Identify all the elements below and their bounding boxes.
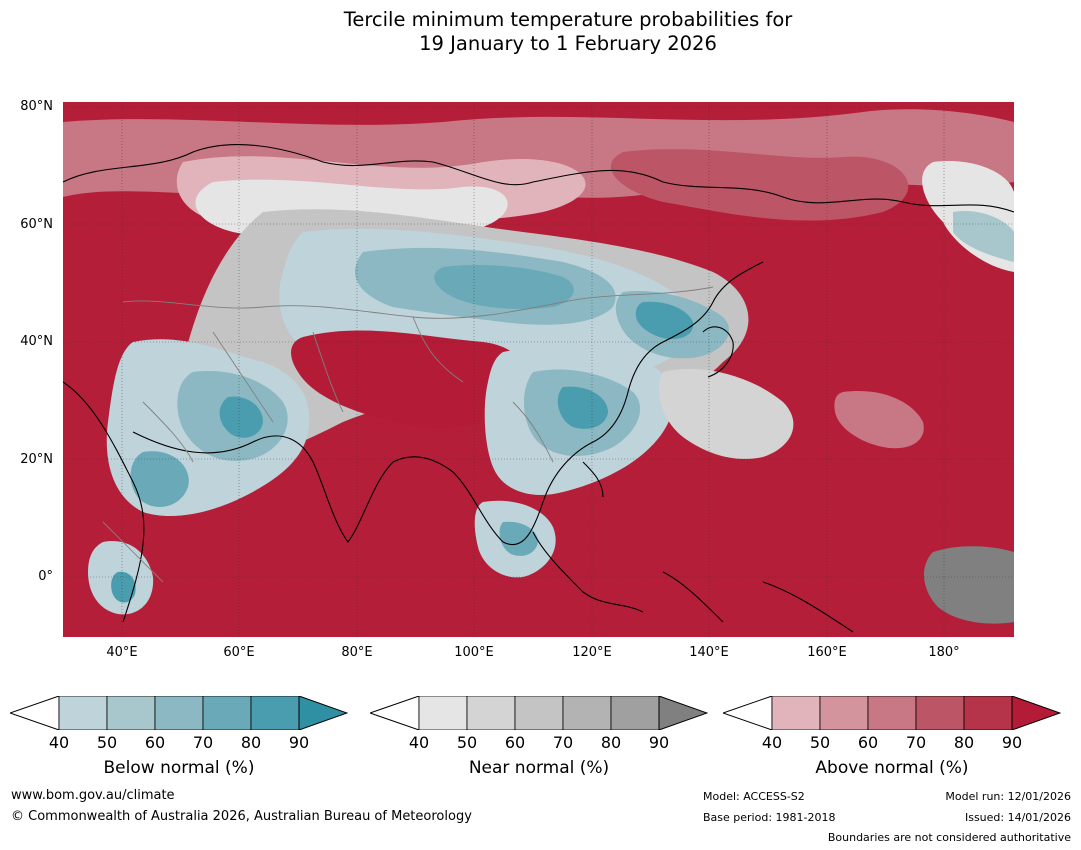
- below-tick-50: 50: [96, 733, 118, 752]
- colorbar-below: [10, 696, 348, 730]
- colorbar-above-title: Above normal (%): [815, 758, 969, 778]
- lon-label-40e: 40°E: [106, 645, 138, 660]
- disclaimer-text: Boundaries are not considered authoritat…: [827, 831, 1071, 844]
- below-tick-40: 40: [48, 733, 70, 752]
- near-tick-60: 60: [504, 733, 526, 752]
- above-tick-90: 90: [1001, 733, 1023, 752]
- near-tick-80: 80: [600, 733, 622, 752]
- lat-label-80n: 80°N: [20, 99, 53, 114]
- lat-label-60n: 60°N: [20, 217, 53, 232]
- above-tick-50: 50: [809, 733, 831, 752]
- lon-label-60e: 60°E: [223, 645, 255, 660]
- near-tick-70: 70: [552, 733, 574, 752]
- title-line-2: 19 January to 1 February 2026: [419, 32, 717, 55]
- below-tick-90: 90: [288, 733, 310, 752]
- map-title: Tercile minimum temperature probabilitie…: [0, 8, 1081, 56]
- base-period-label: Base period: 1981-2018: [703, 811, 836, 824]
- lon-label-80e: 80°E: [341, 645, 373, 660]
- colorbar-near: [370, 696, 708, 730]
- lat-label-20n: 20°N: [20, 452, 53, 467]
- above-tick-60: 60: [857, 733, 879, 752]
- lon-label-160e: 160°E: [807, 645, 847, 660]
- near-tick-90: 90: [648, 733, 670, 752]
- model-run-label: Model run: 12/01/2026: [945, 790, 1071, 803]
- below-tick-80: 80: [240, 733, 262, 752]
- colorbar-below-title: Below normal (%): [103, 758, 255, 778]
- lat-label-0: 0°: [38, 569, 53, 584]
- above-tick-40: 40: [761, 733, 783, 752]
- title-line-1: Tercile minimum temperature probabilitie…: [343, 8, 793, 31]
- copyright-text: © Commonwealth of Australia 2026, Austra…: [11, 809, 472, 824]
- colorbar-near-title: Near normal (%): [468, 758, 610, 778]
- lon-label-140e: 140°E: [689, 645, 729, 660]
- probability-map: [63, 102, 1014, 637]
- lon-label-120e: 120°E: [572, 645, 612, 660]
- lon-label-100e: 100°E: [454, 645, 494, 660]
- below-tick-70: 70: [192, 733, 214, 752]
- near-tick-40: 40: [408, 733, 430, 752]
- lon-label-180: 180°: [928, 645, 960, 660]
- colorbar-above: [723, 696, 1061, 730]
- lat-label-40n: 40°N: [20, 334, 53, 349]
- model-label: Model: ACCESS-S2: [703, 790, 805, 803]
- above-tick-70: 70: [905, 733, 927, 752]
- below-tick-60: 60: [144, 733, 166, 752]
- near-tick-50: 50: [456, 733, 478, 752]
- above-tick-80: 80: [953, 733, 975, 752]
- issued-label: Issued: 14/01/2026: [964, 811, 1071, 824]
- website-link[interactable]: www.bom.gov.au/climate: [11, 788, 175, 803]
- map-canvas: [63, 102, 1014, 637]
